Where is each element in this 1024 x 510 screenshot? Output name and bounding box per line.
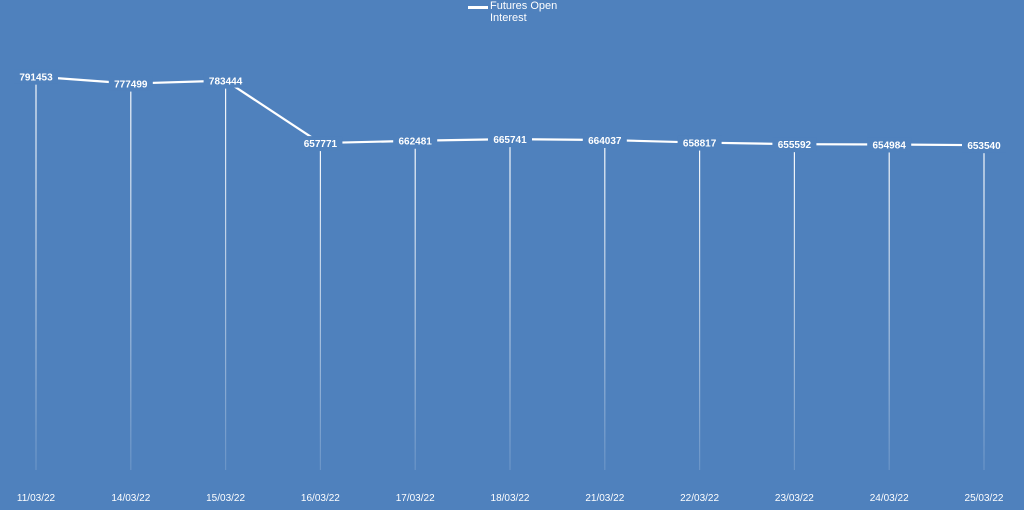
data-label-background <box>393 133 438 148</box>
data-label-background <box>677 135 722 150</box>
drop-line <box>414 148 416 470</box>
drop-lines <box>35 84 985 471</box>
data-label-background <box>772 137 817 152</box>
data-label-background <box>108 76 153 91</box>
drop-line <box>509 147 511 471</box>
data-label: 664037 <box>588 136 622 147</box>
data-label: 791453 <box>19 73 53 84</box>
x-tick-label: 14/03/22 <box>111 493 150 504</box>
drop-line <box>793 152 795 470</box>
drop-line <box>699 150 701 471</box>
drop-line <box>130 91 132 470</box>
x-tick-label: 18/03/22 <box>491 493 530 504</box>
x-tick-label: 21/03/22 <box>585 493 624 504</box>
drop-line <box>225 88 227 471</box>
data-label-background <box>962 138 1006 153</box>
x-tick-label: 22/03/22 <box>680 493 719 504</box>
data-label-background <box>488 132 532 147</box>
data-label-background <box>582 132 627 147</box>
data-label: 654984 <box>873 140 907 151</box>
data-labels: 791453 777499 783444 657771 662481 665741 6640… <box>14 69 1006 153</box>
legend-swatch <box>468 6 488 9</box>
x-tick-label: 23/03/22 <box>775 493 814 504</box>
data-label: 665741 <box>493 135 527 146</box>
data-label: 653540 <box>967 141 1001 152</box>
data-label: 658817 <box>683 139 717 150</box>
x-tick-label: 11/03/22 <box>17 493 56 504</box>
data-label: 783444 <box>209 77 243 88</box>
data-label: 662481 <box>399 137 433 148</box>
data-label-background <box>203 73 248 88</box>
data-label-background <box>867 137 912 152</box>
x-tick-label: 17/03/22 <box>396 493 435 504</box>
data-label-background <box>298 136 343 151</box>
data-label: 657771 <box>304 139 338 150</box>
data-label-background <box>14 69 58 84</box>
drop-line <box>983 153 985 470</box>
x-tick-label: 15/03/22 <box>206 493 245 504</box>
data-label: 655592 <box>778 140 812 151</box>
drop-line <box>319 151 321 470</box>
drop-line <box>604 147 606 470</box>
x-tick-label: 24/03/22 <box>870 493 909 504</box>
x-tick-label: 16/03/22 <box>301 493 340 504</box>
x-axis-tick-labels: 11/03/22 14/03/22 15/03/22 16/03/22 17/03/22… <box>17 493 1004 504</box>
x-tick-label: 25/03/22 <box>965 493 1004 504</box>
legend-label: Futures Open Interest <box>490 0 558 24</box>
data-label: 777499 <box>114 80 148 91</box>
drop-line <box>35 84 37 470</box>
drop-line <box>888 152 890 470</box>
